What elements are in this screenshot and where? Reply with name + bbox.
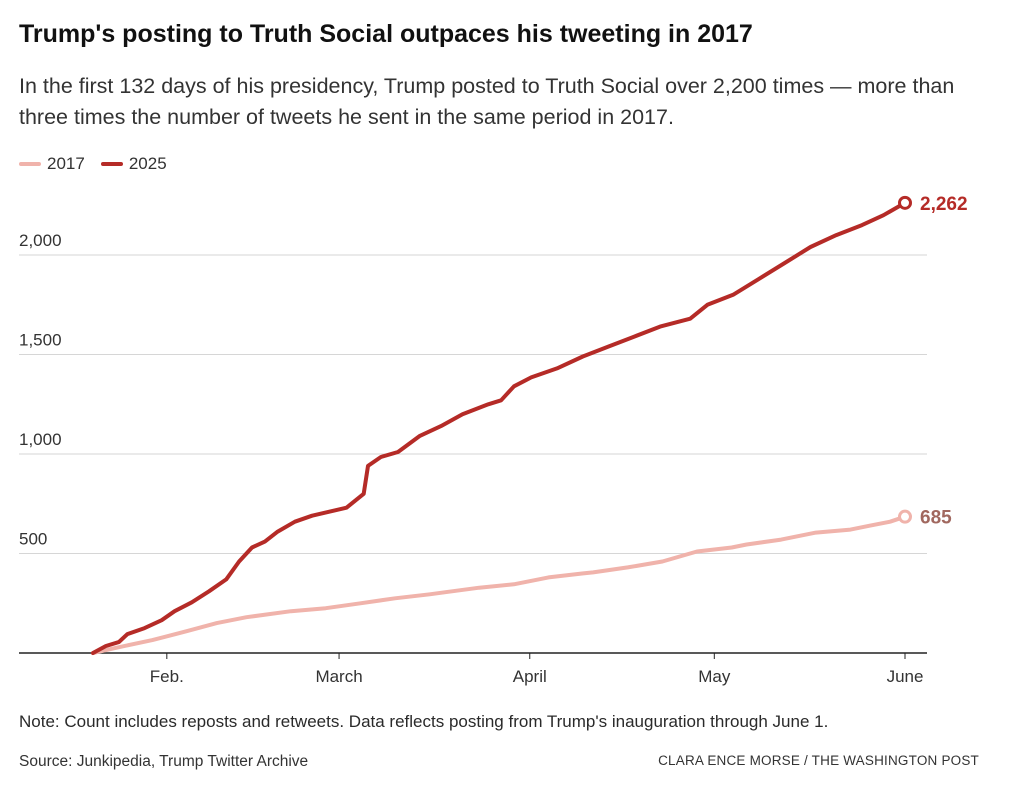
y-tick-label: 500	[19, 530, 47, 549]
end-marker-2017	[898, 509, 912, 524]
legend-swatch-2025	[100, 162, 123, 166]
legend-item-2025: 2025	[100, 154, 167, 174]
end-markers: 685 2,262	[898, 194, 968, 529]
legend-swatch-2017	[19, 162, 41, 166]
legend-label-2025: 2025	[128, 154, 167, 173]
series-lines	[91, 200, 907, 655]
series-line-2025	[91, 200, 907, 655]
x-tick-label: Feb.	[150, 667, 184, 686]
legend-item-2017: 2017	[19, 154, 85, 174]
end-label-2017: 685	[920, 508, 952, 529]
legend: 2017 2025	[19, 154, 183, 174]
x-axis-ticks: Feb. March April May June	[150, 653, 924, 686]
chart-note: Note: Count includes reposts and retweet…	[19, 712, 829, 731]
x-tick-label: May	[698, 667, 731, 686]
y-axis-ticks: 500 1,000 1,500 2,000	[19, 231, 62, 549]
x-tick-label: April	[513, 667, 547, 686]
series-line-2017	[91, 514, 907, 655]
chart-source: Source: Junkipedia, Trump Twitter Archiv…	[19, 753, 309, 770]
x-tick-label: June	[887, 667, 924, 686]
x-tick-label: March	[315, 667, 362, 686]
chart-title: Trump's posting to Truth Social outpaces…	[19, 20, 753, 48]
line-chart: Feb. March April May June 500 1,000 1,500 2,000…	[19, 194, 968, 686]
y-tick-label: 2,000	[19, 231, 62, 250]
grid-lines	[19, 254, 927, 654]
y-tick-label: 1,500	[19, 331, 62, 350]
chart-subtitle: In the first 132 days of his presidency,…	[19, 74, 955, 129]
legend-label-2017: 2017	[47, 154, 85, 173]
end-marker-2025	[898, 195, 912, 210]
y-tick-label: 1,000	[19, 430, 62, 449]
chart-credit: CLARA ENCE MORSE / THE WASHINGTON POST	[658, 753, 979, 768]
end-label-2025: 2,262	[920, 194, 968, 215]
